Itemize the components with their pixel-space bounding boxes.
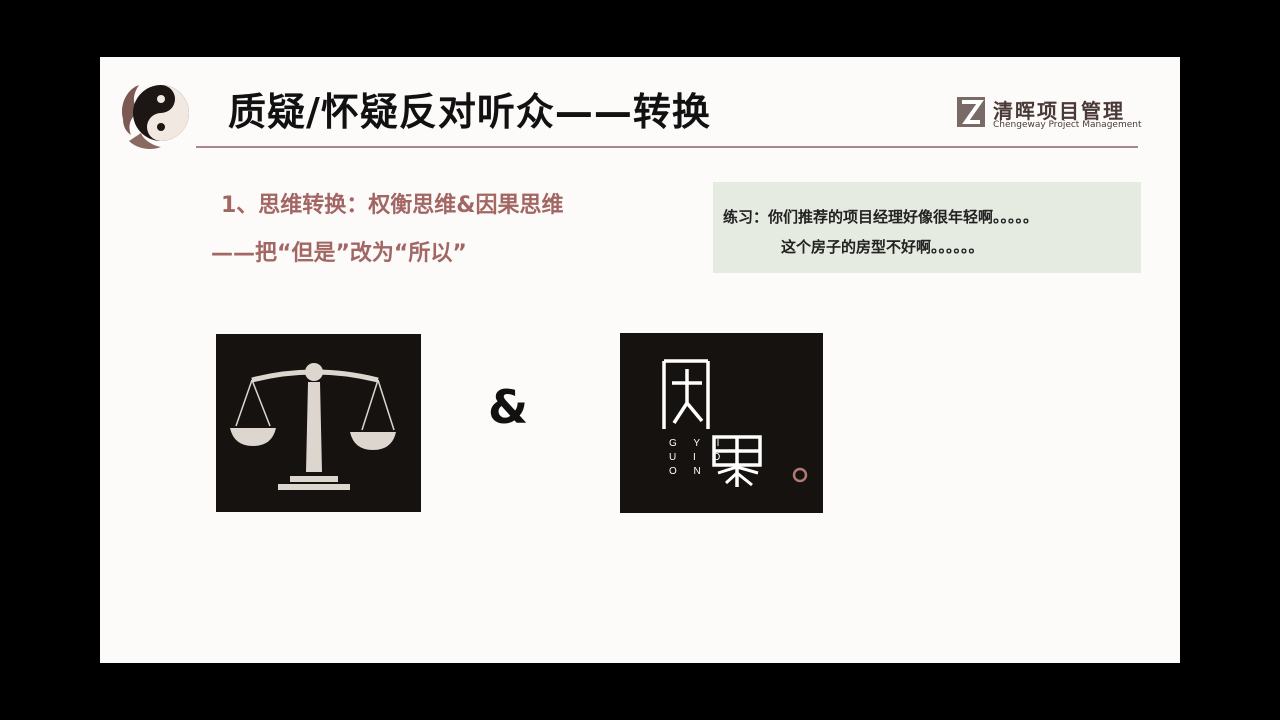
yinguo-letters-row-3: O N	[669, 466, 708, 477]
slide: 质疑/怀疑反对听众——转换 清晖项目管理 Chengeway Project M…	[100, 57, 1180, 663]
brand-subtitle: Chengeway Project Management	[993, 120, 1142, 130]
brand-mark-icon	[957, 97, 985, 127]
ampersand: &	[488, 380, 529, 434]
practice-box: 练习：你们推荐的项目经理好像很年轻啊。。。。。 这个房子的房型不好啊。。。。。。	[713, 182, 1141, 273]
yinguo-letters-row-1: G Y I	[669, 438, 727, 449]
yinguo-letters: G Y I U I O O N	[669, 437, 727, 479]
brand-name: 清晖项目管理	[993, 99, 1125, 123]
brand-logo: 清晖项目管理 Chengeway Project Management	[957, 95, 1141, 131]
point-line-2: ——把“但是”改为“所以”	[211, 241, 467, 266]
title-divider	[196, 146, 1138, 148]
balance-scale-image	[216, 334, 421, 512]
yin-yang-logo-icon	[121, 85, 189, 149]
practice-line-2: 这个房子的房型不好啊。。。。。。	[781, 238, 984, 256]
point-line-1: 1、思维转换：权衡思维&因果思维	[221, 193, 564, 218]
practice-line-1: 练习：你们推荐的项目经理好像很年轻啊。。。。。	[723, 208, 1039, 226]
yinguo-logo-icon	[662, 359, 808, 487]
scale-icon	[230, 363, 396, 490]
yinguo-letters-row-2: U I O	[669, 452, 728, 463]
page-title: 质疑/怀疑反对听众——转换	[228, 90, 711, 134]
yinguo-logo-image: G Y I U I O O N	[620, 333, 823, 513]
